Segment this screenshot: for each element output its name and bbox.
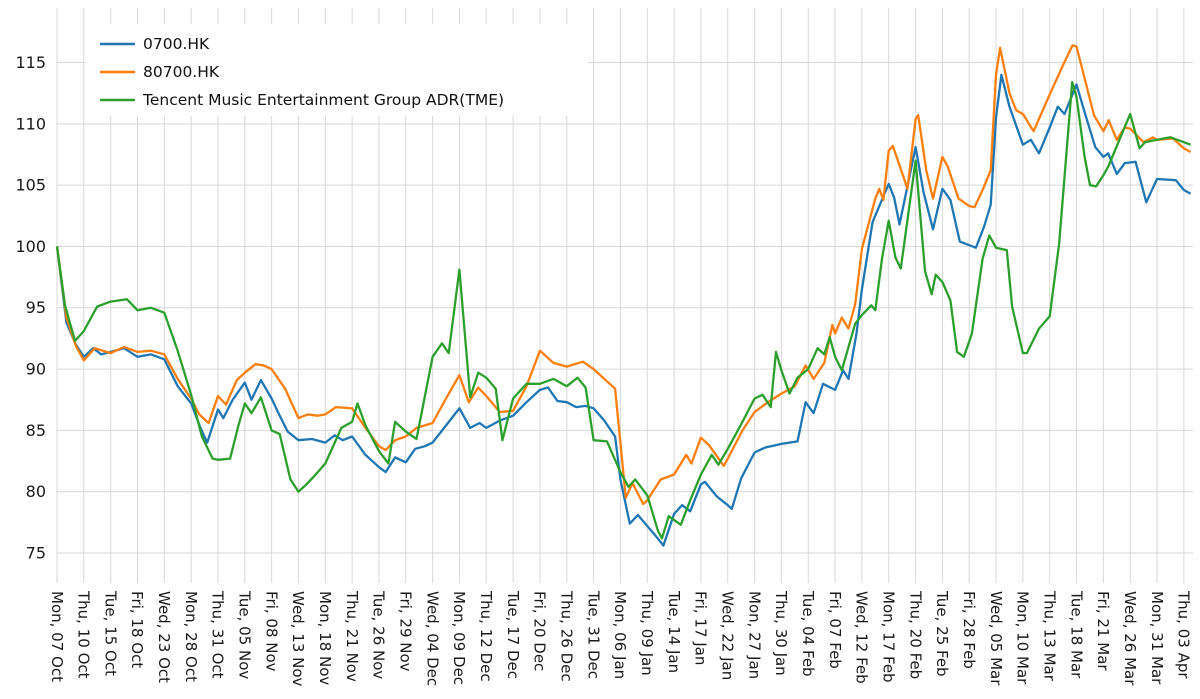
- x-tick-label: Mon, 27 Jan: [745, 591, 763, 679]
- y-tick-label: 90: [26, 360, 46, 379]
- x-tick-label: Thu, 03 Apr: [1175, 590, 1193, 679]
- y-tick-label: 85: [26, 421, 46, 440]
- x-tick-label: Thu, 13 Mar: [1040, 590, 1058, 682]
- x-tick-label: Thu, 30 Jan: [772, 590, 790, 676]
- y-tick-label: 95: [26, 298, 46, 317]
- legend-background: [86, 24, 588, 116]
- y-axis-tick-labels: 75 80 85 90 95 100 105 110 115: [15, 53, 46, 562]
- x-tick-label: Thu, 21 Nov: [343, 590, 361, 682]
- x-tick-label: Mon, 31 Mar: [1148, 591, 1166, 685]
- x-tick-label: Mon, 18 Nov: [316, 591, 334, 685]
- y-tick-label: 110: [15, 114, 46, 133]
- x-tick-label: Fri, 18 Oct: [128, 591, 146, 668]
- x-tick-label: Fri, 20 Dec: [531, 591, 549, 671]
- x-tick-label: Wed, 12 Feb: [853, 591, 871, 684]
- series-line-tencent-music-entertainment-group-adr-tme-: [55, 80, 1192, 540]
- x-tick-label: Fri, 21 Mar: [1094, 591, 1112, 671]
- x-tick-label: Mon, 07 Oct: [48, 591, 66, 682]
- series-line-0700-hk: [55, 73, 1192, 547]
- x-tick-label: Wed, 13 Nov: [289, 591, 307, 686]
- x-tick-label: Fri, 28 Feb: [960, 591, 978, 669]
- x-tick-label: Mon, 06 Jan: [611, 591, 629, 679]
- y-tick-label: 100: [15, 237, 46, 256]
- x-tick-label: Tue, 26 Nov: [370, 590, 388, 679]
- series-line-80700-hk: [55, 44, 1192, 506]
- x-tick-label: Wed, 26 Mar: [1121, 591, 1139, 686]
- legend-label-80700hk: 80700.HK: [143, 63, 220, 81]
- x-tick-label: Fri, 07 Feb: [826, 591, 844, 669]
- x-tick-label: Tue, 18 Mar: [1067, 590, 1085, 679]
- y-tick-label: 115: [15, 53, 46, 72]
- x-tick-label: Wed, 05 Mar: [987, 591, 1005, 686]
- y-tick-label: 80: [26, 482, 46, 501]
- legend: 0700.HK 80700.HK Tencent Music Entertain…: [86, 24, 588, 116]
- x-tick-label: Thu, 20 Feb: [906, 590, 924, 679]
- x-tick-label: Tue, 31 Dec: [584, 590, 602, 679]
- x-tick-label: Tue, 17 Dec: [504, 590, 522, 679]
- x-tick-label: Mon, 17 Feb: [879, 591, 897, 683]
- x-axis-tick-labels: Mon, 07 Oct Thu, 10 Oct Tue, 15 Oct Fri, 18…: [48, 590, 1193, 686]
- x-tick-label: Thu, 10 Oct: [75, 590, 93, 679]
- x-tick-label: Fri, 08 Nov: [262, 591, 280, 672]
- x-tick-label: Tue, 05 Nov: [236, 590, 254, 679]
- x-tick-label: Thu, 12 Dec: [477, 590, 495, 682]
- x-tick-label: Tue, 04 Feb: [799, 590, 817, 677]
- x-tick-label: Mon, 10 Mar: [1014, 591, 1032, 685]
- x-tick-label: Mon, 09 Dec: [450, 591, 468, 685]
- data-series-lines: [55, 44, 1192, 547]
- x-tick-label: Fri, 17 Jan: [692, 591, 710, 665]
- y-tick-label: 105: [15, 176, 46, 195]
- x-tick-label: Tue, 15 Oct: [101, 590, 119, 676]
- x-tick-label: Tue, 25 Feb: [933, 590, 951, 677]
- x-tick-label: Thu, 09 Jan: [638, 590, 656, 676]
- y-tick-label: 75: [26, 543, 46, 562]
- legend-label-tme: Tencent Music Entertainment Group ADR(TM…: [142, 91, 504, 109]
- x-tick-label: Wed, 04 Dec: [423, 591, 441, 686]
- x-tick-label: Tue, 14 Jan: [665, 590, 683, 673]
- x-tick-label: Thu, 31 Oct: [209, 590, 227, 679]
- x-tick-label: Wed, 23 Oct: [155, 591, 173, 683]
- x-tick-label: Wed, 22 Jan: [719, 591, 737, 680]
- x-tick-label: Mon, 28 Oct: [182, 591, 200, 682]
- legend-label-0700hk: 0700.HK: [143, 35, 210, 53]
- x-tick-label: Thu, 26 Dec: [558, 590, 576, 682]
- x-tick-label: Fri, 29 Nov: [397, 591, 415, 672]
